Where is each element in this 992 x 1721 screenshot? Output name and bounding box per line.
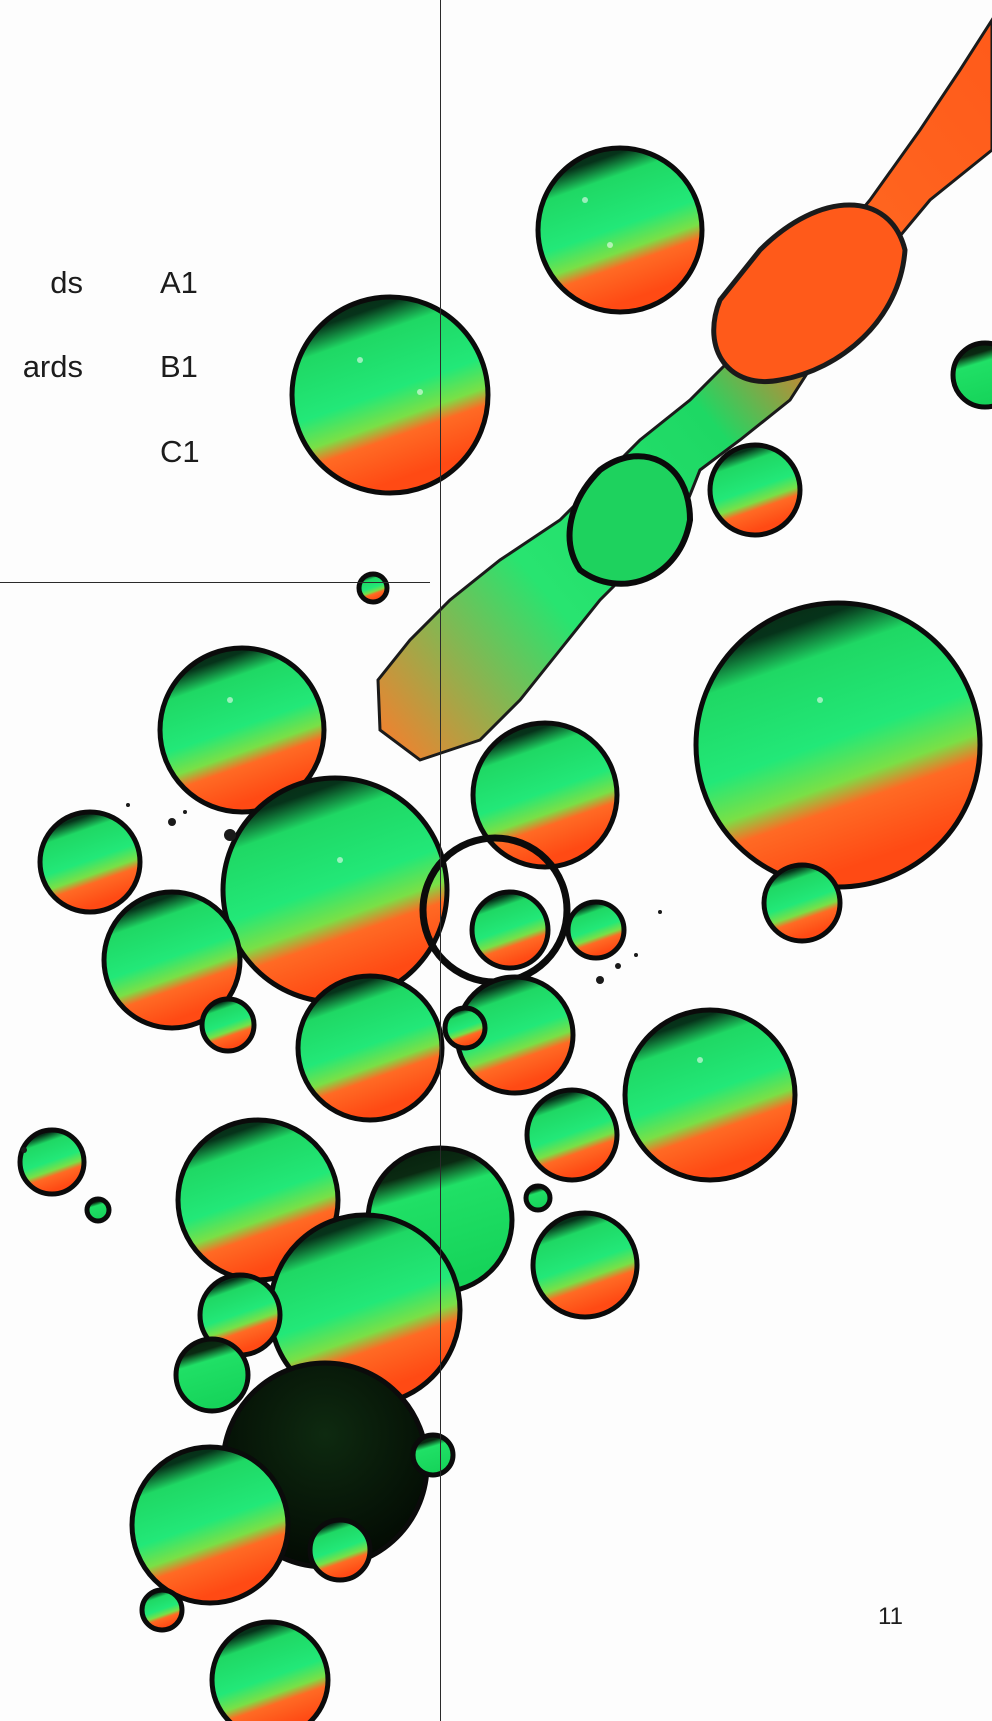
index-row: C1	[0, 432, 440, 472]
index-code: A1	[160, 265, 198, 300]
index-code: B1	[160, 349, 198, 384]
index-row: ds A1	[0, 263, 440, 303]
index-code: C1	[160, 434, 200, 469]
horizontal-rule	[0, 582, 430, 583]
index-label: ds	[50, 265, 83, 300]
page-number: 11	[878, 1603, 903, 1630]
index-label: ards	[22, 349, 83, 384]
vertical-rule	[440, 0, 441, 1721]
index-row: ards B1	[0, 347, 440, 387]
